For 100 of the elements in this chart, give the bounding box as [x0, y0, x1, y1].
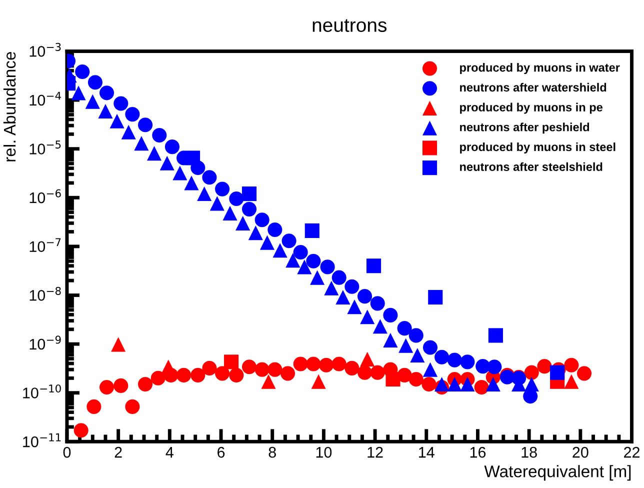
point — [332, 356, 346, 372]
point — [111, 337, 126, 352]
y-tick-label: 10$^{−10}$ — [23, 384, 61, 398]
x-tick-label: 6 — [218, 446, 225, 458]
point — [236, 216, 250, 230]
point — [210, 196, 224, 211]
point — [260, 235, 275, 250]
point — [370, 365, 385, 380]
point — [422, 340, 438, 355]
point — [229, 191, 244, 206]
point — [248, 226, 263, 240]
point — [304, 223, 320, 238]
point — [564, 358, 579, 372]
legend-label: neutrons after steelshield — [460, 162, 602, 172]
point — [357, 365, 372, 380]
legend-label: produced by muons in pe — [460, 102, 603, 114]
point — [324, 280, 339, 296]
point — [150, 370, 166, 386]
point — [254, 212, 270, 228]
point — [74, 423, 88, 438]
legend-label: neutrons after watershield — [460, 82, 606, 92]
point — [318, 358, 334, 372]
point — [125, 107, 140, 122]
point — [98, 104, 113, 119]
point — [71, 86, 86, 100]
point — [332, 270, 346, 285]
point — [486, 376, 500, 392]
point — [397, 321, 412, 336]
point — [408, 372, 424, 387]
point — [428, 290, 443, 305]
x-tick-label: 14 — [419, 447, 434, 458]
x-tick-label: 20 — [572, 446, 588, 458]
point — [460, 354, 475, 370]
point — [487, 360, 502, 374]
legend-label: neutrons after peshield — [460, 122, 590, 134]
point — [320, 260, 335, 274]
point — [222, 206, 238, 220]
point — [85, 94, 100, 109]
point — [224, 354, 239, 370]
point — [398, 338, 414, 353]
y-tick-label: 10$^{−11}$ — [23, 433, 61, 448]
y-tick-label: 10$^{−6}$ — [30, 189, 61, 204]
point — [360, 352, 375, 366]
point — [110, 114, 124, 128]
point — [88, 75, 102, 90]
point — [537, 359, 552, 374]
point — [383, 308, 398, 322]
y-tick-label: 10$^{−3}$ — [30, 42, 61, 57]
x-tick-label: 12 — [368, 446, 383, 458]
point — [360, 310, 375, 324]
point — [357, 289, 372, 304]
point — [242, 202, 257, 216]
point — [268, 362, 282, 377]
x-tick-label: 18 — [522, 446, 537, 458]
point — [176, 368, 192, 382]
x-tick-label: 8 — [268, 446, 276, 458]
y-tick-label: 10$^{−5}$ — [30, 140, 61, 154]
point — [268, 222, 282, 238]
point — [344, 279, 360, 294]
x-tick-label: 4 — [166, 447, 174, 458]
x-tick-label: 2 — [114, 446, 122, 458]
point — [215, 182, 230, 196]
point — [172, 166, 188, 180]
x-tick-label: 10 — [316, 446, 332, 458]
chart-title: neutrons — [312, 19, 387, 32]
point — [297, 260, 312, 274]
point — [99, 380, 114, 395]
point — [550, 365, 565, 380]
point — [242, 186, 257, 202]
point — [286, 253, 300, 268]
point — [408, 328, 424, 343]
point — [185, 150, 200, 166]
legend-label: produced by muons in water — [460, 63, 620, 74]
point — [386, 372, 400, 387]
point — [422, 376, 436, 392]
point — [242, 360, 257, 374]
point — [99, 86, 114, 100]
point — [138, 376, 153, 392]
point — [261, 374, 276, 389]
point — [114, 96, 128, 111]
point — [146, 146, 162, 161]
point — [138, 118, 153, 132]
y-tick-label: 10$^{−7}$ — [30, 238, 61, 252]
point — [160, 156, 174, 170]
point — [344, 360, 360, 376]
point — [152, 128, 167, 143]
point — [434, 350, 450, 364]
point — [347, 300, 362, 314]
point — [293, 356, 308, 372]
point — [306, 356, 321, 372]
point — [336, 290, 350, 305]
point — [280, 366, 296, 381]
y-tick-label: 10$^{−8}$ — [30, 286, 61, 301]
point — [202, 360, 217, 376]
point — [184, 176, 199, 190]
point — [282, 234, 296, 248]
point — [422, 362, 438, 377]
x-tick-label: 22 — [624, 446, 640, 458]
point — [293, 244, 308, 260]
point — [576, 366, 592, 381]
